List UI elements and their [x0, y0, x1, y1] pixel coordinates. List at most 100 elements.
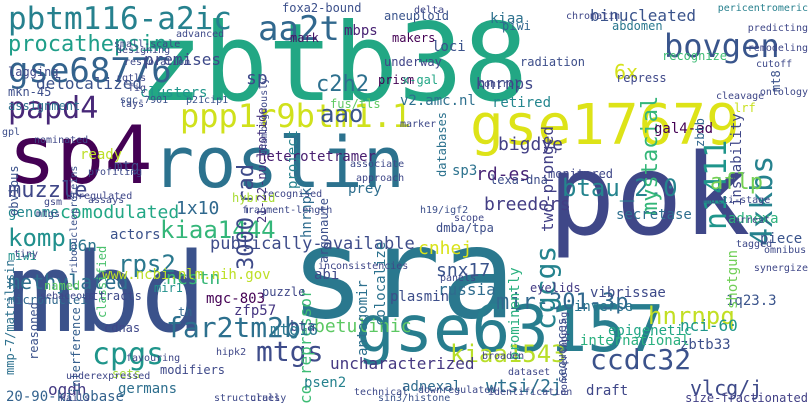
word-item: 1x10 — [176, 198, 220, 219]
word-item: cdnas — [104, 321, 141, 335]
word-item: ccdc32 — [590, 343, 692, 376]
word-item: wtsi/2j — [486, 376, 562, 397]
word-item: breeders — [484, 194, 571, 215]
word-item: gpl — [2, 127, 21, 138]
word-item: micronuclei — [8, 293, 88, 307]
word-item: zfp57 — [234, 303, 277, 319]
word-item: ncstn — [166, 268, 221, 289]
word-item: sebaceous — [40, 291, 95, 302]
word-item: arrest — [734, 215, 771, 226]
word-item: btau_2.0 — [562, 174, 678, 202]
word-item: technical — [354, 387, 409, 398]
word-item: underway — [384, 55, 442, 69]
word-item: marker — [400, 119, 437, 130]
word-item: abi — [314, 267, 340, 283]
word-item: unregulated — [66, 191, 133, 202]
word-item: epigenetic — [608, 323, 693, 339]
word-item: mbd — [8, 229, 207, 357]
word-item: zbtb — [693, 117, 707, 147]
word-item: classified — [95, 245, 109, 318]
word-item: remodeling — [747, 43, 808, 54]
word-item: structurally — [214, 393, 287, 404]
word-item: designing — [116, 45, 171, 56]
word-item: 6x — [614, 60, 639, 84]
word-item: nonoverlapping — [559, 311, 570, 396]
word-item: mmp-7/matrilysin — [3, 259, 17, 376]
word-item: ontology — [759, 87, 808, 98]
word-item: inverse — [574, 299, 634, 315]
word-item: nci-60 — [680, 316, 738, 335]
word-item: adnexa — [728, 211, 779, 227]
word-item: prey — [348, 181, 382, 197]
word-item: ogdh — [48, 380, 87, 399]
word-item: monitored — [548, 167, 614, 181]
word-item: fus/tls — [330, 97, 381, 111]
word-item: hnrnpq — [648, 302, 735, 330]
word-item: attracts — [84, 289, 142, 303]
word-item: comodulated — [60, 202, 180, 223]
word-item: sp4 — [8, 109, 153, 202]
word-item: size-fractionated — [685, 391, 808, 404]
word-item: zbtb33 — [680, 337, 731, 353]
word-item: genome — [8, 205, 59, 221]
word-item: th — [178, 305, 193, 319]
word-item: piwi — [502, 19, 531, 33]
word-item: rps2 — [118, 250, 176, 278]
word-item: instability — [729, 113, 745, 207]
word-item: colocalize — [373, 241, 389, 326]
word-item: mir-301-3p — [496, 290, 629, 315]
word-item: pericentromeric — [717, 3, 808, 14]
word-item: dmba/tpa — [436, 221, 494, 235]
word-item: nails — [60, 393, 91, 404]
word-item: mark — [290, 31, 319, 45]
word-item: abdomen — [612, 19, 663, 33]
word-item: p21cip1 — [186, 95, 229, 106]
word-item: chromatin — [566, 11, 621, 22]
word-item: bovgen — [664, 27, 780, 65]
word-item: uncharacterized — [330, 354, 475, 373]
word-item: kiaa — [490, 11, 524, 27]
word-item: mtgs — [256, 335, 324, 368]
word-item: tagged — [736, 239, 773, 250]
word-item: heterotetramer — [258, 149, 377, 165]
word-item: puzzle — [262, 285, 306, 299]
word-item: mgc-803 — [206, 291, 266, 307]
word-item: radiation — [520, 55, 586, 69]
word-item: snx17 — [436, 260, 491, 281]
word-item: inconsistencies — [318, 261, 409, 272]
word-item: predicting — [747, 23, 808, 34]
word-item: advanced — [176, 29, 225, 40]
word-item: rqtls — [116, 73, 147, 84]
word-item: shotgun — [725, 249, 741, 309]
word-item: lagging — [8, 65, 59, 79]
word-item: identification — [488, 387, 573, 398]
word-item: makers — [392, 31, 436, 45]
word-item: cleavage — [716, 91, 765, 102]
word-item: sets — [112, 367, 141, 381]
word-item: unambiguously — [259, 77, 270, 156]
word-item: small-scale — [114, 39, 181, 50]
word-item: draft — [586, 383, 629, 399]
word-item: reasoned — [27, 301, 41, 360]
word-item: komp — [8, 224, 66, 252]
word-item: bigdye — [498, 134, 564, 155]
word-item: tiny — [14, 249, 39, 260]
word-item: ready — [80, 147, 123, 163]
word-item: aflp — [710, 170, 763, 195]
word-item: named — [44, 279, 81, 293]
word-item: kiaa1543 — [450, 340, 566, 368]
word-item: nominated — [34, 135, 89, 146]
word-item: assays — [88, 195, 125, 206]
word-item: gsm — [44, 197, 63, 208]
word-item: recognised — [262, 189, 323, 200]
word-item: clusters — [140, 85, 208, 101]
word-item: aa2t — [258, 9, 340, 49]
word-item: 20-90-kilobase — [6, 389, 125, 404]
word-item: profiling — [88, 167, 143, 178]
word-item: kiaa1444 — [160, 216, 276, 244]
word-item: approach — [356, 173, 405, 184]
word-item: scope — [454, 213, 485, 224]
word-item: restoration — [124, 57, 191, 68]
word-item: fragment-length — [242, 205, 333, 216]
word-item: h19/igf2 — [420, 205, 469, 216]
